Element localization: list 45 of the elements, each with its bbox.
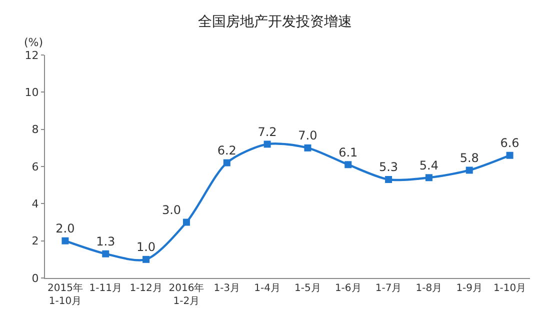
x-tick-label: 1-8月 — [416, 283, 442, 294]
point — [385, 176, 392, 184]
y-tick-label: 12 — [24, 48, 39, 62]
data-label: 6.1 — [338, 145, 358, 160]
x-tick-label: 1-7月 — [375, 283, 402, 294]
x-tick-label: 1-6月 — [334, 283, 362, 294]
y-tick-label: 0 — [32, 272, 39, 285]
data-label: 5.4 — [419, 158, 439, 172]
point — [466, 166, 473, 174]
point — [223, 159, 230, 166]
data-label: 6.6 — [500, 136, 520, 150]
y-tick-label: 8 — [32, 123, 39, 136]
x-tick-label: 1-11月 — [89, 283, 122, 294]
x-tick-label: 1-5月 — [294, 283, 321, 294]
point — [304, 144, 312, 152]
y-tick-label: 2 — [32, 234, 39, 248]
y-tick-label: 6 — [32, 160, 39, 174]
x-tick-label: 2016年 1-2月 — [168, 282, 204, 307]
point — [62, 237, 69, 244]
data-label: 1.3 — [96, 234, 116, 248]
point — [506, 152, 514, 159]
point — [102, 250, 110, 258]
y-tick-label: 10 — [24, 86, 39, 100]
point — [425, 174, 432, 182]
chart-title: 全国房地产开发投资增速 — [198, 14, 352, 30]
point — [142, 256, 150, 263]
data-label: 7.2 — [258, 124, 277, 139]
data-label: 5.8 — [460, 150, 479, 165]
point — [182, 218, 190, 226]
point — [344, 161, 352, 168]
y-tick-label: 4 — [32, 198, 39, 211]
data-label: 7.0 — [298, 128, 318, 143]
x-tick-label: 1-4月 — [254, 283, 280, 294]
data-label: 1.0 — [136, 240, 156, 254]
data-label: 2.0 — [56, 221, 75, 236]
x-tick-label: 2015年 1-10月 — [47, 282, 83, 307]
data-label: 3.0 — [162, 202, 182, 217]
x-tick-label: 1-3月 — [214, 283, 240, 294]
data-label: 6.2 — [217, 143, 236, 158]
x-tick-label: 1-9月 — [456, 283, 483, 294]
x-tick-label: 1-12月 — [130, 283, 162, 294]
data-label: 5.3 — [378, 160, 398, 174]
x-tick-label: 1-10月 — [493, 283, 526, 294]
y-axis-title: (%) — [24, 36, 44, 49]
point — [264, 140, 271, 148]
